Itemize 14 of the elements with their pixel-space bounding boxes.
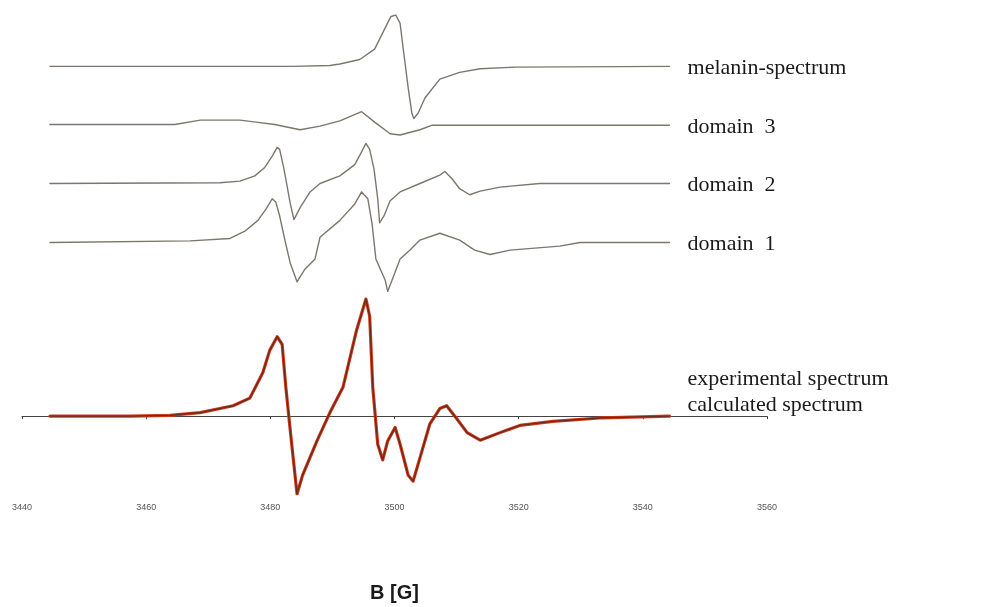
series-label: calculated spectrum (687, 390, 863, 416)
series-label: experimental spectrum (687, 364, 889, 390)
series-label: domain 2 (687, 170, 776, 196)
x-tick-label: 3480 (260, 501, 281, 512)
x-tick-label: 3520 (508, 501, 529, 512)
x-tick-label: 3460 (136, 501, 157, 512)
x-tick-label: 3500 (384, 501, 405, 512)
x-tick-label: 3540 (632, 501, 653, 512)
series-label: melanin-spectrum (687, 53, 847, 79)
x-tick-label: 3560 (756, 501, 778, 512)
x-axis-title: B [G] (370, 581, 419, 603)
series-label: domain 3 (687, 112, 776, 138)
x-tick-label: 3440 (11, 501, 33, 512)
series-label: domain 1 (687, 229, 776, 255)
